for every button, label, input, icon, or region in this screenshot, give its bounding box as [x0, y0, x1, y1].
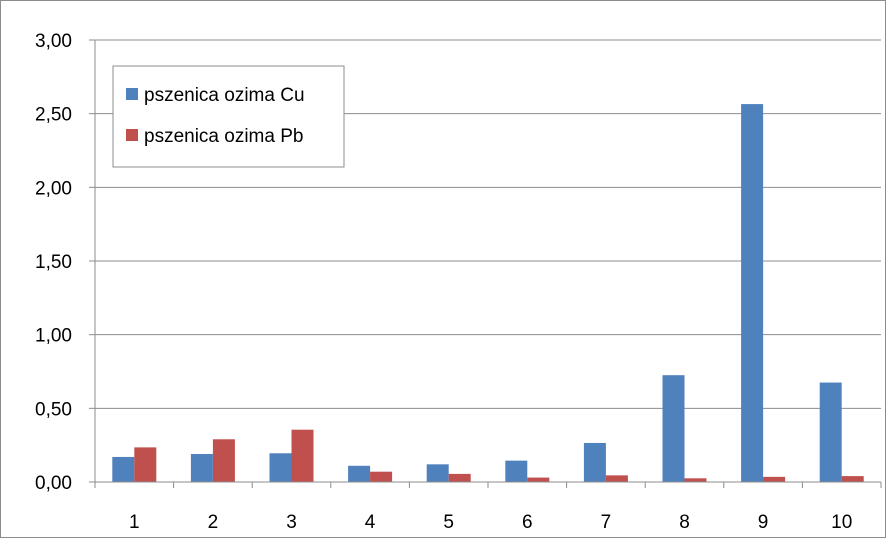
- y-tick-label: 1,00: [35, 326, 72, 347]
- y-tick-label: 1,50: [35, 252, 72, 273]
- legend-label-pb: pszenica ozima Pb: [144, 126, 303, 147]
- bar-pb-6: [527, 477, 550, 482]
- x-tick-labels: 1 2 3 4 5 6 7 8 9 10: [129, 512, 852, 533]
- axes: [94, 40, 882, 488]
- x-tick-label: 5: [443, 512, 454, 533]
- x-tick-label: 7: [601, 512, 612, 533]
- bar-pb-3: [291, 429, 314, 482]
- x-tick-label: 10: [831, 512, 852, 533]
- bar-pb-10: [841, 476, 864, 482]
- bar-cu-7: [583, 442, 606, 482]
- x-tick-label: 9: [758, 512, 769, 533]
- bars: [112, 104, 864, 482]
- y-tick-labels: 0,00 0,50 1,00 1,50 2,00 2,50 3,00: [35, 31, 72, 494]
- bar-cu-2: [190, 454, 213, 482]
- x-tick-label: 1: [129, 512, 140, 533]
- bar-pb-8: [684, 478, 707, 482]
- bar-pb-7: [605, 475, 628, 482]
- x-tick-label: 2: [208, 512, 219, 533]
- legend: pszenica ozima Cu pszenica ozima Pb: [112, 65, 345, 168]
- y-tick-label: 3,00: [35, 31, 72, 52]
- y-tick-label: 2,50: [35, 105, 72, 126]
- y-tick-label: 0,00: [35, 473, 72, 494]
- legend-box: [112, 65, 345, 168]
- bar-pb-1: [134, 447, 157, 482]
- x-tick-label: 4: [365, 512, 376, 533]
- bar-pb-2: [212, 439, 235, 482]
- legend-label-cu: pszenica ozima Cu: [144, 85, 305, 106]
- bar-pb-4: [370, 471, 393, 482]
- y-tick-label: 0,50: [35, 399, 72, 420]
- bar-pb-5: [448, 473, 471, 482]
- bar-pb-9: [763, 476, 786, 482]
- bar-cu-6: [505, 460, 528, 482]
- legend-swatch-pb: [126, 129, 138, 141]
- bar-cu-10: [819, 382, 842, 482]
- legend-swatch-cu: [126, 88, 138, 100]
- bar-cu-3: [269, 453, 292, 482]
- bar-cu-5: [426, 464, 449, 482]
- bar-cu-1: [112, 456, 135, 482]
- bar-cu-4: [348, 465, 371, 482]
- x-tick-label: 6: [522, 512, 533, 533]
- bar-cu-8: [662, 375, 685, 482]
- bar-cu-9: [741, 104, 764, 482]
- y-tick-label: 2,00: [35, 178, 72, 199]
- x-tick-label: 3: [286, 512, 297, 533]
- x-tick-label: 8: [679, 512, 690, 533]
